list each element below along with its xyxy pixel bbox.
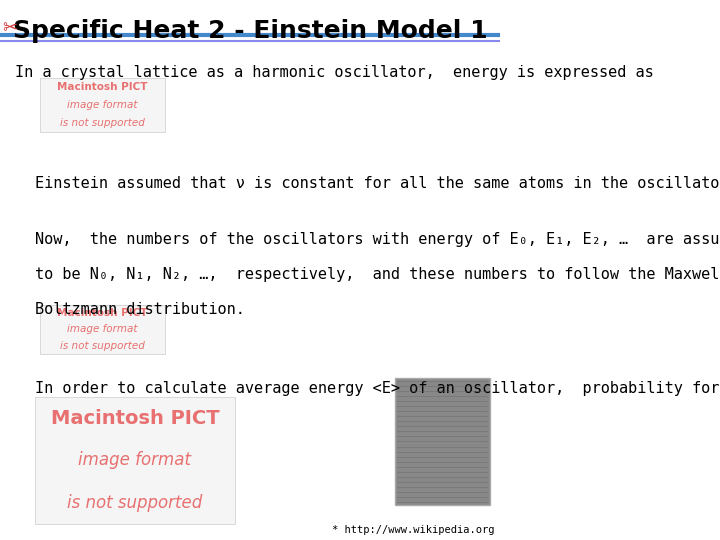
Text: image format: image format (78, 451, 192, 469)
Text: Macintosh PICT: Macintosh PICT (50, 409, 220, 428)
FancyBboxPatch shape (40, 78, 165, 132)
Text: image format: image format (67, 100, 138, 110)
Text: Now,  the numbers of the oscillators with energy of E₀, E₁, E₂, …  are assumed: Now, the numbers of the oscillators with… (35, 232, 720, 247)
Text: is not supported: is not supported (68, 494, 202, 512)
Text: In a crystal lattice as a harmonic oscillator,  energy is expressed as: In a crystal lattice as a harmonic oscil… (15, 65, 654, 80)
Text: ✂: ✂ (2, 19, 17, 37)
Text: * http://www.wikipedia.org: * http://www.wikipedia.org (333, 524, 495, 535)
FancyBboxPatch shape (35, 397, 235, 524)
Text: Macintosh PICT: Macintosh PICT (57, 308, 148, 318)
FancyBboxPatch shape (395, 378, 490, 505)
Text: is not supported: is not supported (60, 341, 145, 350)
Text: Macintosh PICT: Macintosh PICT (57, 82, 148, 92)
Text: Boltzmann distribution.: Boltzmann distribution. (35, 302, 245, 318)
FancyBboxPatch shape (40, 305, 165, 354)
Text: Specific Heat 2 - Einstein Model 1: Specific Heat 2 - Einstein Model 1 (12, 19, 487, 43)
Text: In order to calculate average energy <E> of an oscillator,  probability for Eₙ i: In order to calculate average energy <E>… (35, 381, 720, 396)
Text: Einstein assumed that ν is constant for all the same atoms in the oscillator.: Einstein assumed that ν is constant for … (35, 176, 720, 191)
Text: is not supported: is not supported (60, 118, 145, 129)
Text: to be N₀, N₁, N₂, …,  respectively,  and these numbers to follow the Maxwell-: to be N₀, N₁, N₂, …, respectively, and t… (35, 267, 720, 282)
Text: image format: image format (67, 325, 138, 334)
